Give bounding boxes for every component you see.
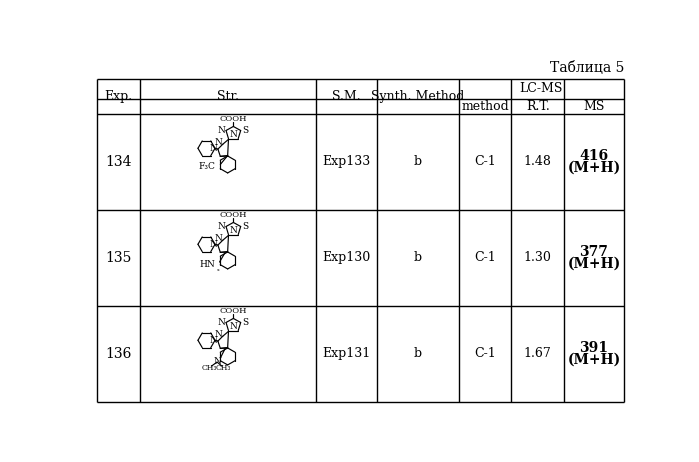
Bar (140, 97, 316, 98)
Text: (M+H): (M+H) (568, 161, 621, 175)
Text: N: N (229, 225, 237, 235)
Bar (97, 97, 140, 98)
Text: 135: 135 (105, 251, 131, 265)
Text: C-1: C-1 (474, 155, 496, 169)
Text: N: N (209, 336, 217, 345)
Text: ₓ: ₓ (217, 265, 220, 273)
Text: F₃C: F₃C (199, 162, 215, 171)
Text: COOH: COOH (219, 307, 247, 315)
Text: N: N (215, 330, 223, 339)
Text: N: N (217, 222, 225, 231)
Bar (377, 97, 459, 98)
Text: N: N (215, 138, 223, 147)
Text: Exp130: Exp130 (323, 251, 371, 264)
Text: S: S (243, 222, 248, 231)
Text: CH₃: CH₃ (202, 364, 217, 372)
Text: 416: 416 (579, 149, 608, 163)
Text: Str.: Str. (217, 90, 239, 103)
Text: b: b (414, 347, 422, 360)
Text: 1.67: 1.67 (524, 347, 552, 360)
Text: Таблица 5: Таблица 5 (550, 61, 624, 75)
Text: (M+H): (M+H) (568, 257, 621, 271)
Text: N: N (217, 318, 225, 327)
Text: N: N (209, 240, 217, 249)
Bar (563, 79, 565, 98)
Text: b: b (414, 251, 422, 264)
Text: method: method (461, 100, 509, 113)
Text: S.M.: S.M. (333, 90, 361, 103)
Text: Exp131: Exp131 (323, 347, 371, 360)
Text: S: S (243, 318, 248, 327)
Text: LC-MS: LC-MS (519, 82, 563, 95)
Text: N: N (215, 234, 223, 243)
Bar (317, 97, 377, 98)
Text: 391: 391 (579, 341, 608, 355)
Text: MS: MS (583, 100, 605, 113)
Text: Exp133: Exp133 (323, 155, 371, 169)
Text: 377: 377 (579, 245, 608, 259)
Text: Synth. Method: Synth. Method (371, 90, 465, 103)
Text: 1.30: 1.30 (524, 251, 552, 264)
Text: Exp.: Exp. (104, 90, 132, 103)
Text: 136: 136 (105, 347, 131, 361)
Text: (M+H): (M+H) (568, 353, 621, 367)
Text: CH₃: CH₃ (216, 364, 231, 372)
Text: COOH: COOH (219, 211, 247, 219)
Text: HN: HN (200, 260, 215, 269)
Text: N: N (229, 322, 237, 331)
Text: R.T.: R.T. (526, 100, 549, 113)
Text: N: N (217, 126, 225, 135)
Text: N: N (209, 144, 217, 153)
Text: COOH: COOH (219, 115, 247, 123)
Bar (511, 79, 512, 98)
Text: C-1: C-1 (474, 347, 496, 360)
Text: b: b (414, 155, 422, 169)
Text: 1.48: 1.48 (524, 155, 552, 169)
Text: N: N (213, 357, 221, 366)
Text: S: S (243, 126, 248, 135)
Text: N: N (229, 129, 237, 139)
Text: 134: 134 (105, 155, 131, 169)
Text: C-1: C-1 (474, 251, 496, 264)
